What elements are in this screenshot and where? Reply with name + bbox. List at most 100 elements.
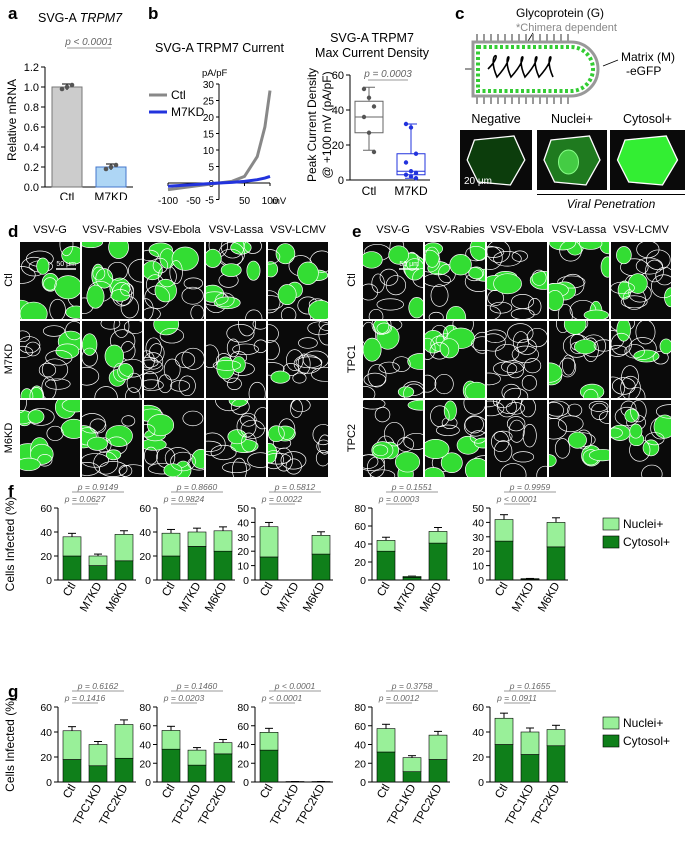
cell-outline xyxy=(309,250,328,273)
viral-penetration-bracket xyxy=(537,194,685,195)
cell-outline xyxy=(298,337,318,349)
cell-outline xyxy=(246,260,261,281)
cell-outline xyxy=(397,437,415,452)
cell-outline xyxy=(633,349,660,363)
panel-b-xtick-label: -50 xyxy=(186,196,201,207)
cell-outline xyxy=(465,245,485,262)
cell-outline xyxy=(511,250,528,262)
cell-outline xyxy=(275,243,296,265)
cell-outline xyxy=(126,372,142,393)
cell-outline xyxy=(315,449,328,467)
cell-outline xyxy=(503,387,529,398)
cell-outline xyxy=(501,360,525,374)
cell-outline xyxy=(238,321,256,337)
panel_e-micrograph xyxy=(549,242,609,319)
panel_f-ytick-label: 10 xyxy=(472,561,484,573)
panel_g-bar-nuclei xyxy=(259,732,279,751)
panel_f-ytick-label: 10 xyxy=(237,561,249,573)
panel-b-box-ylabel1: Peak Current Density xyxy=(305,68,319,182)
cell-outline xyxy=(108,242,129,259)
cell-outline xyxy=(524,358,542,374)
cell-outline xyxy=(154,278,177,303)
panel_g-bar-nuclei xyxy=(213,742,233,755)
cell-outline xyxy=(630,400,647,423)
panel_f-bar-cytosol xyxy=(62,555,82,581)
panel-f-charts: Cells Infected (%) VSV-G 0 20 40 60 p = 0.9149… xyxy=(3,480,670,615)
cell-outline xyxy=(508,419,525,443)
cell-outline xyxy=(425,273,451,287)
panel_f-ytick-label: 20 xyxy=(354,557,366,569)
panel_g-bar-cytosol xyxy=(213,753,233,783)
cell-outline xyxy=(274,447,294,472)
cell-outline xyxy=(311,366,328,382)
cell-outline xyxy=(616,246,632,265)
cell-outline xyxy=(510,308,535,319)
cell-outline xyxy=(312,424,328,446)
cell-outline xyxy=(611,332,632,356)
cell-outline xyxy=(290,400,303,418)
panel_f-pvalue: p = 0.8660 xyxy=(176,482,218,492)
cell-outline xyxy=(600,256,609,278)
panel_g-bar-nuclei xyxy=(402,757,422,772)
panel_g-bar-nuclei xyxy=(546,729,566,747)
panel_f-bar-cytosol xyxy=(114,560,134,581)
panel_f-ytick-label: 0 xyxy=(243,575,249,587)
cell-outline xyxy=(20,345,34,359)
cell-outline xyxy=(280,307,297,319)
panel_f-bar-cytosol xyxy=(376,550,396,581)
cell-outline xyxy=(635,321,656,345)
cell-outline xyxy=(629,423,643,439)
panel_f-bar-nuclei xyxy=(88,555,108,566)
cell-outline xyxy=(557,303,573,319)
panel-c-image-label: Cytosol+ xyxy=(623,112,672,126)
cell-outline xyxy=(277,284,297,306)
cell-outline xyxy=(531,269,547,286)
panel_f-bar-cytosol xyxy=(88,565,108,581)
cell-outline xyxy=(493,273,522,295)
panel_f-bar-cytosol xyxy=(259,556,279,581)
panel_f-category-label: M7KD xyxy=(78,581,104,615)
cell-outline xyxy=(466,135,526,186)
panel_f-legend-cytosol-swatch xyxy=(602,535,620,549)
panel_f-pvalue: p = 0.9959 xyxy=(509,482,551,492)
cell-outline xyxy=(38,362,57,378)
panel_f-bar-nuclei xyxy=(376,540,396,552)
panel_f-ytick-label: 40 xyxy=(40,527,52,539)
cell-outline xyxy=(588,400,609,412)
cell-outline xyxy=(118,358,142,378)
panel_g-bar-nuclei xyxy=(520,731,540,755)
panel-b-box-ytick-label: 20 xyxy=(332,140,344,152)
cell-outline xyxy=(557,415,584,433)
panel_f-category-label: M6KD xyxy=(536,581,562,615)
cell-outline xyxy=(407,400,423,411)
cell-outline xyxy=(499,463,527,477)
panel_g-legend-cytosol-swatch xyxy=(602,734,620,748)
cell-outline xyxy=(471,336,485,352)
cell-outline xyxy=(496,400,522,414)
panel_d-micrograph xyxy=(144,400,204,477)
cell-outline xyxy=(82,347,98,367)
cell-outline xyxy=(144,379,164,391)
cell-outline xyxy=(464,381,485,398)
panel_g-pvalue: p = 0.1655 xyxy=(509,681,551,691)
cell-outline xyxy=(363,372,387,387)
panel_g-bar-nuclei xyxy=(428,734,448,760)
cell-outline xyxy=(107,261,128,281)
cell-outline xyxy=(268,324,279,343)
panel_e-micrograph xyxy=(549,400,609,477)
cell-outline xyxy=(536,465,547,477)
cell-outline xyxy=(487,372,501,386)
panel-b-box-point xyxy=(408,174,414,179)
panel-b-ytick-label: -5 xyxy=(205,196,214,207)
panel-a-point xyxy=(103,166,109,172)
cell-outline xyxy=(65,321,80,341)
panel-b-box-point xyxy=(403,160,409,165)
cell-outline xyxy=(247,452,266,468)
panel_d-col-label: VSV-Lassa xyxy=(208,224,264,236)
cell-outline xyxy=(82,462,100,476)
scalebar-label: 50 μm xyxy=(56,261,76,268)
cell-outline xyxy=(425,249,441,273)
cell-outline xyxy=(120,283,134,297)
panel-b-xtick-label: 50 xyxy=(239,196,251,207)
panel_g-bar-cytosol xyxy=(259,749,279,783)
